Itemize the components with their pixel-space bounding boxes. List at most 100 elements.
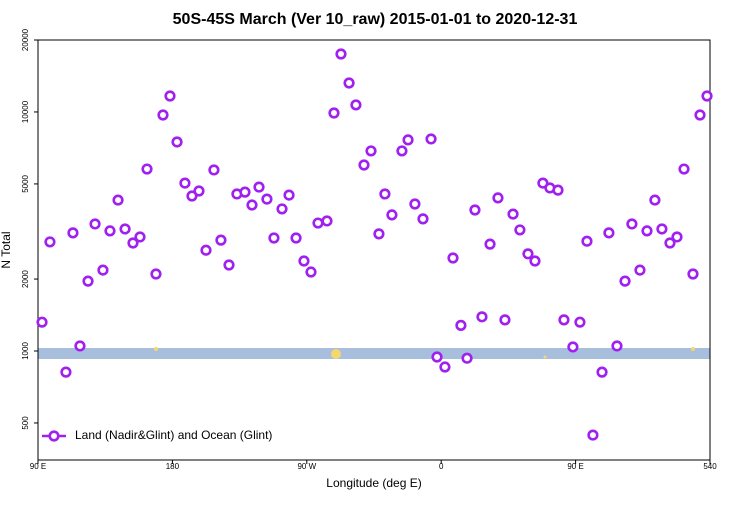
plot-frame <box>37 39 711 461</box>
point <box>36 316 48 328</box>
x-tick-label: 90 E <box>30 462 46 471</box>
point <box>499 314 511 326</box>
point <box>119 223 131 235</box>
glint-spot <box>154 347 158 351</box>
point <box>246 199 258 211</box>
point <box>664 237 676 249</box>
point <box>104 225 116 237</box>
point <box>350 99 362 111</box>
point <box>461 352 473 364</box>
point <box>611 340 623 352</box>
glint-spots <box>154 347 695 359</box>
point <box>409 198 421 210</box>
y-tick-label: 500 <box>21 416 30 430</box>
point <box>431 351 443 363</box>
point <box>529 255 541 267</box>
x-tick-label: 90 E <box>567 462 583 471</box>
point <box>335 48 347 60</box>
y-tick-label: 1000 <box>21 342 30 360</box>
x-tick-label: 90 W <box>297 462 316 471</box>
point <box>581 235 593 247</box>
point <box>150 268 162 280</box>
point <box>649 194 661 206</box>
point <box>694 109 706 121</box>
point <box>619 275 631 287</box>
point <box>186 190 198 202</box>
point <box>373 228 385 240</box>
point <box>283 189 295 201</box>
point <box>298 255 310 267</box>
point <box>305 266 317 278</box>
point <box>469 204 481 216</box>
point <box>476 311 488 323</box>
point <box>417 213 429 225</box>
x-tick-label: 180 <box>166 462 180 471</box>
point <box>507 208 519 220</box>
point <box>678 163 690 175</box>
point <box>492 192 504 204</box>
point <box>223 259 235 271</box>
point <box>89 218 101 230</box>
point <box>200 244 212 256</box>
point <box>558 314 570 326</box>
ocean-band <box>38 348 710 359</box>
point <box>455 319 467 331</box>
glint-spot <box>543 355 547 359</box>
point <box>552 184 564 196</box>
point <box>626 218 638 230</box>
point <box>656 223 668 235</box>
point <box>328 107 340 119</box>
point <box>447 252 459 264</box>
point <box>358 159 370 171</box>
point <box>208 164 220 176</box>
point <box>290 232 302 244</box>
point <box>603 227 615 239</box>
x-tick-label: 540 <box>703 462 717 471</box>
legend-label: Land (Nadir&Glint) and Ocean (Glint) <box>75 428 272 442</box>
point <box>687 268 699 280</box>
point <box>574 316 586 328</box>
point <box>193 185 205 197</box>
point <box>587 429 599 441</box>
point <box>67 227 79 239</box>
point <box>112 194 124 206</box>
y-axis-label: N Total <box>0 231 13 268</box>
point <box>171 136 183 148</box>
point <box>671 231 683 243</box>
point <box>164 90 176 102</box>
point <box>425 133 437 145</box>
x-tick-label: 0 <box>439 462 444 471</box>
legend-marker <box>48 430 60 442</box>
point <box>321 215 333 227</box>
point <box>402 134 414 146</box>
y-tick-label: 20000 <box>21 28 30 51</box>
point <box>701 90 713 102</box>
point <box>261 193 273 205</box>
point <box>567 341 579 353</box>
point <box>484 238 496 250</box>
point <box>60 366 72 378</box>
point <box>365 145 377 157</box>
point <box>74 340 86 352</box>
point <box>253 181 265 193</box>
y-tick-label: 10000 <box>21 100 30 123</box>
point <box>215 234 227 246</box>
point <box>439 361 451 373</box>
glint-spot <box>691 347 695 351</box>
chart-title: 50S-45S March (Ver 10_raw) 2015-01-01 to… <box>173 11 578 28</box>
point <box>179 177 191 189</box>
point <box>134 231 146 243</box>
point <box>239 186 251 198</box>
point <box>386 209 398 221</box>
point <box>396 145 408 157</box>
point <box>97 264 109 276</box>
point <box>514 224 526 236</box>
point <box>522 248 534 260</box>
point <box>127 237 139 249</box>
point <box>44 236 56 248</box>
y-tick-label: 5000 <box>21 174 30 192</box>
point <box>312 217 324 229</box>
point <box>634 264 646 276</box>
